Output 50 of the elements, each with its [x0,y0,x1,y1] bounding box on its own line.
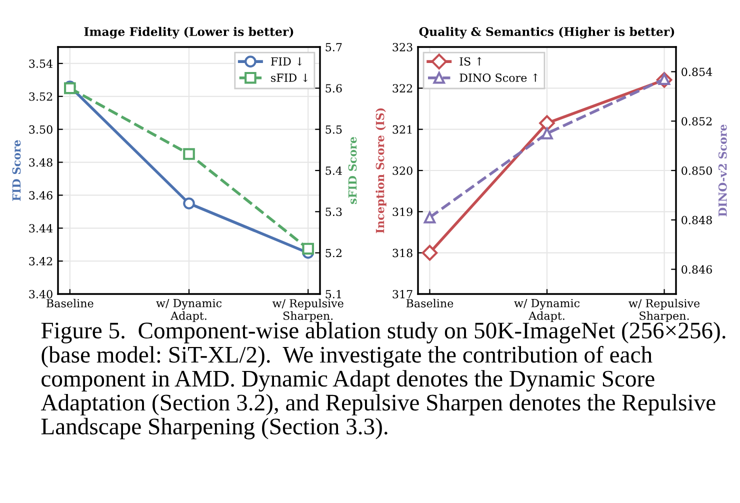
y2-tick-label: 0.848 [682,216,712,224]
y-tick-label: 320 [392,166,412,175]
y2-tick-label: 0.846 [682,265,712,274]
y2-tick-label: 5.7 [326,43,342,52]
y2-tick-label: 0.852 [682,117,712,126]
y2-tick-label: 5.6 [326,84,342,93]
y-tick-label: 3.52 [29,92,52,101]
x-tick-label: w/ Repulsive Sharpen. [628,298,700,322]
x-tick-label: Baseline [46,298,94,308]
y-tick-label: 318 [392,248,412,258]
y-tick-label: 3.54 [29,59,53,68]
point [541,128,553,140]
point [302,242,314,255]
y-tick-label: 3.46 [29,191,52,200]
point [422,244,438,261]
point [539,115,555,132]
y-tick-label: 317 [392,290,412,298]
y-tick-label: 321 [392,125,412,134]
y2-tick-label: 5.5 [326,125,342,134]
y-tick-label: 3.48 [29,158,52,167]
y-axis-title: FID Score [12,140,21,201]
point [424,212,436,224]
x-tick-label: Baseline [406,298,454,308]
legend-label: sFID ↓ [271,74,308,82]
point [183,148,195,160]
chart-title: Quality & Semantics (Higher is better) [419,26,674,39]
y-tick-label: 322 [392,84,412,93]
y2-tick-label: 5.3 [326,208,342,216]
y-axis-title: Inception Score (IS) [376,108,386,234]
y2-tick-label: 5.2 [326,248,342,258]
x-tick-label: w/ Dynamic Adapt. [514,298,580,322]
y2-tick-label: 0.850 [682,166,712,175]
y-tick-label: 323 [392,42,412,52]
legend-label: DINO Score ↑ [460,73,538,82]
caption: Figure 5. Component-wise ablation study on 50K-ImageNet (256×256). (base model: SiT-XL/2). We investigate the contribution of each component in AMD. Dynamic Adapt denotes the Dynamic Score Adaptation (Section 3.2), and Repulsive Sharpen denotes the Repulsive Landscape Sharpening (Section 3.3). [40,322,726,440]
y2-axis-title: sFID Score [348,137,357,204]
y2-tick-label: 5.1 [326,290,341,298]
legend-label: FID ↓ [271,57,302,66]
y-tick-label: 3.50 [29,125,52,134]
chart-title: Image Fidelity (Lower is better) [84,26,294,39]
x-tick-label: w/ Repulsive Sharpen. [272,298,344,322]
y-tick-label: 3.40 [29,290,52,298]
legend-label: IS ↑ [460,57,482,66]
y2-tick-label: 0.854 [682,68,712,76]
x-tick-label: w/ Dynamic Adapt. [156,298,222,322]
y-tick-label: 3.42 [29,257,52,266]
y-tick-label: 3.44 [29,224,53,233]
y-tick-label: 319 [392,208,412,216]
y2-tick-label: 5.4 [326,166,342,175]
y2-axis-title: DINO-v2 Score [718,124,727,216]
